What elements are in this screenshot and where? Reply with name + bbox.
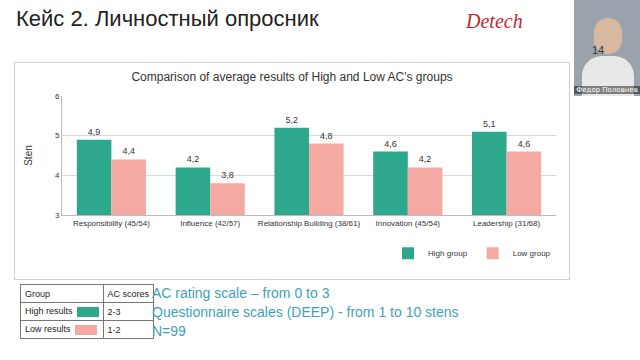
- svg-text:Leadership (31/68): Leadership (31/68): [473, 219, 540, 228]
- svg-text:3,8: 3,8: [221, 170, 234, 180]
- svg-text:5: 5: [55, 131, 60, 140]
- svg-text:Relationship Building (38/61): Relationship Building (38/61): [258, 219, 361, 228]
- html-text:Low results: Low results: [25, 324, 71, 335]
- html-text:Questionnaire scales (DEEP) -: Questionnaire scales (DEEP) - from 1 to …: [152, 304, 459, 320]
- svg-text:4,2: 4,2: [419, 154, 432, 164]
- svg-text:5,2: 5,2: [285, 115, 298, 125]
- svg-text:4,6: 4,6: [384, 139, 397, 149]
- html-text:Федор Половнев: Федор Половнев: [576, 86, 638, 94]
- html-text:Group: Group: [25, 288, 50, 299]
- svg-text:Influence (42/57): Influence (42/57): [180, 219, 240, 228]
- html-text:1-2: 1-2: [107, 324, 121, 335]
- svg-text:Sten: Sten: [23, 145, 34, 166]
- svg-text:4,4: 4,4: [122, 146, 135, 156]
- svg-text:Low group: Low group: [513, 249, 551, 258]
- svg-text:4,8: 4,8: [320, 131, 333, 141]
- html-text:AC rating scale – from 0 to 3: AC rating scale – from 0 to 3: [152, 285, 330, 301]
- html-text:N=99: N=99: [152, 323, 186, 339]
- html-text:AC scores: AC scores: [107, 288, 149, 299]
- svg-text:4,2: 4,2: [187, 154, 200, 164]
- svg-text:4: 4: [55, 171, 60, 180]
- html-text:2-3: 2-3: [107, 306, 121, 317]
- svg-text:Responsibility (45/54): Responsibility (45/54): [73, 219, 150, 228]
- svg-text:6: 6: [55, 92, 60, 101]
- svg-text:Innovation (45/54): Innovation (45/54): [376, 219, 441, 228]
- svg-text:3: 3: [55, 211, 60, 220]
- html-text:High results: High results: [25, 306, 73, 317]
- svg-text:Comparison of average results: Comparison of average results of High an…: [131, 70, 452, 84]
- svg-text:5,1: 5,1: [483, 119, 496, 129]
- html-text:Кейс 2. Личностный опросник: Кейс 2. Личностный опросник: [16, 6, 319, 31]
- svg-text:4,9: 4,9: [88, 127, 101, 137]
- svg-text:High group: High group: [428, 249, 468, 258]
- svg-text:4,6: 4,6: [518, 139, 531, 149]
- html-text:Detech: Detech: [466, 10, 523, 32]
- html-text:14: 14: [592, 44, 605, 56]
